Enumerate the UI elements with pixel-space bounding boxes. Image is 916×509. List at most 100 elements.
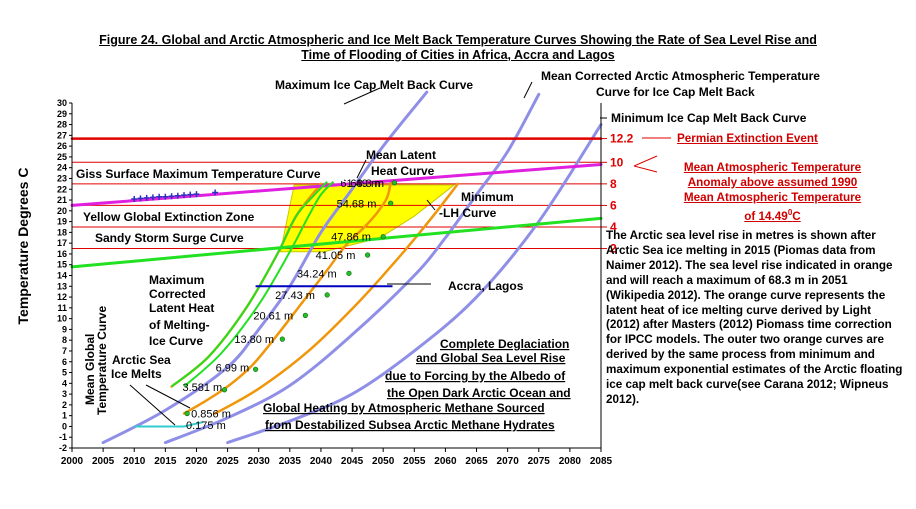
annotation: Sandy Storm Surge Curve (95, 231, 244, 245)
annotation-bg (74, 167, 344, 181)
annotation: Mean Latent (366, 148, 436, 162)
series-line-2 (226, 123, 603, 445)
y-tick-label: 8 (62, 335, 67, 345)
y-tick-label: 9 (62, 324, 67, 334)
sea-level-label: 0.856 m (191, 409, 231, 421)
anomaly-label-line-1: Mean Atmospheric Temperature (683, 161, 862, 174)
x-tick-label: 2060 (434, 456, 457, 467)
sea-level-point (279, 336, 285, 342)
giss-data-point (137, 195, 144, 202)
annotation: Minimum Ice Cap Melt Back Curve (611, 111, 807, 125)
y-tick-label: 2 (62, 400, 67, 410)
sea-level-label: 27.43 m (275, 290, 315, 302)
annotation: Yellow Global Extinction Zone (83, 210, 255, 224)
y-tick-label: 11 (57, 303, 67, 313)
giss-data-point (131, 195, 138, 202)
y-tick-label: 22 (57, 184, 67, 194)
annotation: Accra, Lagos (448, 279, 524, 293)
y-tick-label: 0 (62, 421, 67, 431)
chart-title-line-1: Figure 24. Global and Arctic Atmospheric… (99, 33, 817, 47)
sea-level-label: 6.99 m (216, 362, 250, 374)
arctic-sea-ice-melt-line (134, 421, 203, 428)
leader-line (145, 384, 191, 409)
x-tick-label: 2040 (310, 456, 333, 467)
annotation: Global Heating by Atmospheric Methane So… (263, 401, 545, 415)
annotation-bg (93, 231, 269, 245)
annotation: Complete Deglaciation (440, 337, 569, 351)
y-tick-label: 6 (62, 357, 67, 367)
anomaly-label: Mean Atmospheric Temperature Anomaly abo… (660, 160, 885, 224)
giss-data-point (162, 193, 169, 200)
annotation: -LH Curve (439, 206, 497, 220)
series-line-6 (70, 162, 603, 207)
annotation: from Destabilized Subsea Arctic Methane … (265, 418, 555, 432)
sea-level-point (221, 387, 228, 393)
x-tick-label: 2080 (559, 456, 582, 467)
giss-data-point (174, 192, 181, 199)
x-tick-label: 2045 (341, 456, 364, 467)
sea-level-label: 54.68 m (337, 198, 377, 210)
right-axis-label: 12.2 (610, 132, 634, 146)
sea-level-point (324, 292, 330, 298)
anomaly-label-line-3: Mean Atmospheric Temperature (683, 191, 862, 204)
y-tick-label: 10 (57, 314, 67, 324)
annotation: Giss Surface Maximum Temperature Curve (76, 167, 321, 181)
annotation: Ice Curve (149, 334, 203, 348)
leader-line (523, 81, 533, 99)
leader-line (356, 159, 367, 179)
x-tick-label: 2010 (123, 456, 146, 467)
right-axis-label: 6 (610, 198, 617, 212)
sea-level-label: 47.86 m (331, 232, 371, 244)
x-tick-label: 2065 (465, 456, 488, 467)
y-tick-label: 27 (57, 130, 67, 140)
right-axis-label: 2 (610, 242, 617, 256)
sea-level-label: 13.80 m (234, 334, 274, 346)
annotation: Mean Global (83, 334, 97, 405)
giss-data-point (143, 194, 150, 201)
x-tick-label: 2005 (92, 456, 115, 467)
y-tick-label: 5 (62, 368, 67, 378)
green-curve-0 (170, 181, 328, 388)
giss-data-point (181, 192, 188, 199)
y-tick-label: 26 (57, 141, 67, 151)
x-tick-label: 2085 (590, 456, 613, 467)
x-tick-label: 2015 (154, 456, 177, 467)
giss-data-point (187, 191, 194, 198)
sea-level-label: 61.49 m (340, 178, 380, 190)
annotation: due to Forcing by the Albedo of (385, 369, 566, 383)
sea-level-point (302, 312, 308, 318)
y-tick-label: 25 (57, 152, 67, 162)
sea-level-label: 41.05 m (316, 250, 356, 262)
leader-line (633, 165, 658, 173)
y-tick-label: 29 (57, 109, 67, 119)
sea-level-point (365, 252, 371, 258)
annotation: Maximum (149, 273, 204, 287)
annotation: Heat Curve (371, 164, 435, 178)
anomaly-label-line-2: Anomaly above assumed 1990 (687, 176, 858, 189)
y-tick-label: 24 (57, 163, 67, 173)
giss-data-point (149, 194, 156, 201)
x-tick-label: 2070 (497, 456, 520, 467)
y-tick-label: 12 (57, 292, 67, 302)
giss-data-point (168, 193, 175, 200)
y-tick-label: 30 (57, 98, 67, 108)
y-tick-label: 23 (57, 173, 67, 183)
annotation: Temperature Curve (95, 306, 109, 415)
y-tick-label: 17 (57, 238, 67, 248)
annotation: Ice Melts (111, 367, 162, 381)
anomaly-label-line-4: of 14.490C (744, 208, 801, 223)
right-axis-label: 10 (610, 155, 624, 169)
chart-title-line-2: Time of Flooding of Cities in Africa, Ac… (301, 48, 615, 62)
sea-level-point (391, 180, 397, 186)
series-line-7 (70, 216, 603, 269)
annotation: Curve for Ice Cap Melt Back (596, 85, 755, 99)
giss-data-point (156, 193, 163, 200)
annotation-bg (81, 210, 275, 224)
sea-level-label: 3.581 m (182, 382, 222, 394)
leader-line (633, 155, 658, 167)
series-line-1 (163, 92, 541, 445)
annotation: Mean Corrected Arctic Atmospheric Temper… (541, 69, 820, 83)
y-tick-label: 3 (62, 389, 67, 399)
sea-level-label: 20.61 m (253, 310, 293, 322)
right-axis-label: 8 (610, 177, 617, 191)
